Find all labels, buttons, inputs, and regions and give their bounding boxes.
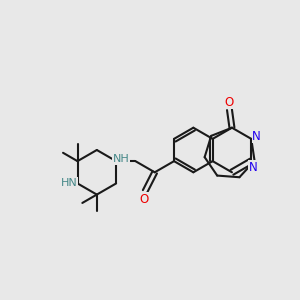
Text: O: O <box>225 96 234 109</box>
Text: O: O <box>139 193 148 206</box>
Text: N: N <box>248 161 257 174</box>
Text: HN: HN <box>61 178 77 188</box>
Text: N: N <box>252 130 261 143</box>
Text: NH: NH <box>112 154 129 164</box>
